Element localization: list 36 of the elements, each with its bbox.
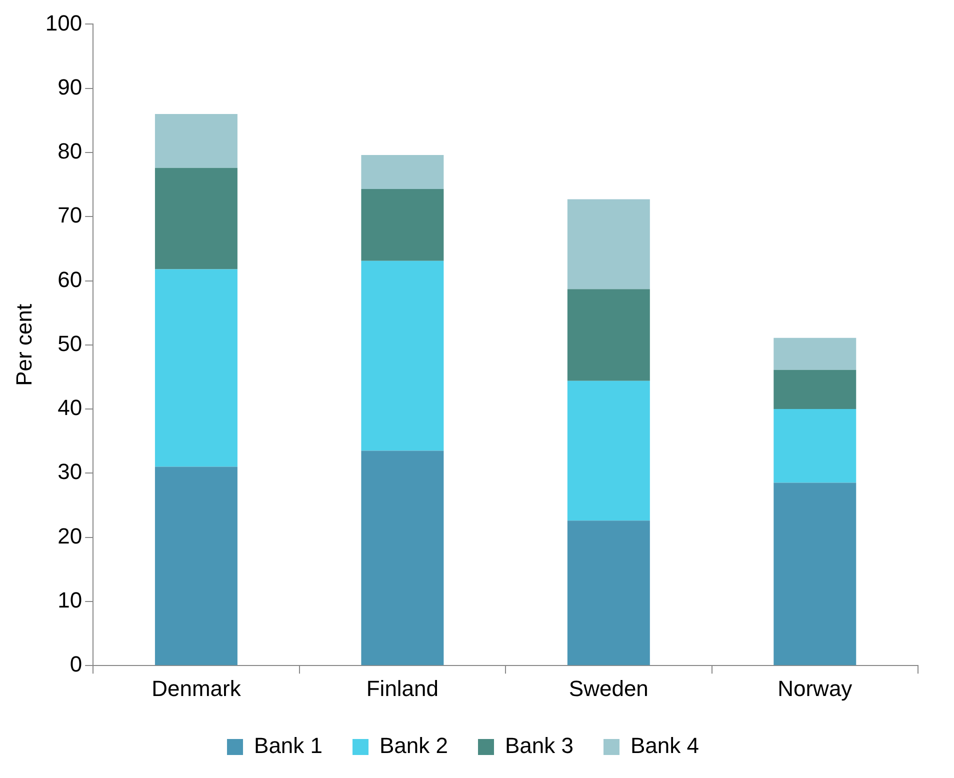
legend-label: Bank 3 <box>505 733 574 758</box>
y-axis-title: Per cent <box>11 304 36 386</box>
bar <box>154 168 238 270</box>
bar <box>774 409 856 483</box>
y-tick-label: 30 <box>58 459 82 484</box>
y-tick-label: 100 <box>45 10 82 36</box>
x-tick-label: Finland <box>366 676 439 701</box>
x-tick-label: Denmark <box>152 676 242 701</box>
bar <box>567 289 650 381</box>
bar <box>361 189 444 261</box>
y-tick-label: 90 <box>58 74 82 100</box>
bar <box>567 520 650 666</box>
legend-label: Bank 2 <box>380 733 448 758</box>
bar <box>567 380 650 521</box>
x-tick-label: Sweden <box>568 676 648 701</box>
bar <box>774 482 856 666</box>
y-tick-label: 0 <box>70 652 82 677</box>
y-tick-label: 40 <box>58 395 82 420</box>
x-tick-label: Norway <box>778 676 852 701</box>
bar <box>154 269 238 467</box>
bar <box>154 114 238 168</box>
legend-label: Bank 1 <box>254 733 323 758</box>
y-tick-label: 20 <box>58 523 82 548</box>
bar <box>774 338 856 370</box>
bar <box>361 450 444 666</box>
bar <box>154 466 238 666</box>
bar <box>361 260 444 451</box>
y-tick-label: 50 <box>58 330 82 356</box>
y-tick-label: 60 <box>58 266 82 292</box>
bar <box>774 370 856 410</box>
y-tick-label: 70 <box>58 202 82 228</box>
bar <box>567 199 650 290</box>
y-tick-label: 10 <box>58 588 82 613</box>
legend-label: Bank 4 <box>630 733 699 758</box>
y-tick-label: 80 <box>58 138 82 164</box>
bar <box>361 155 444 190</box>
